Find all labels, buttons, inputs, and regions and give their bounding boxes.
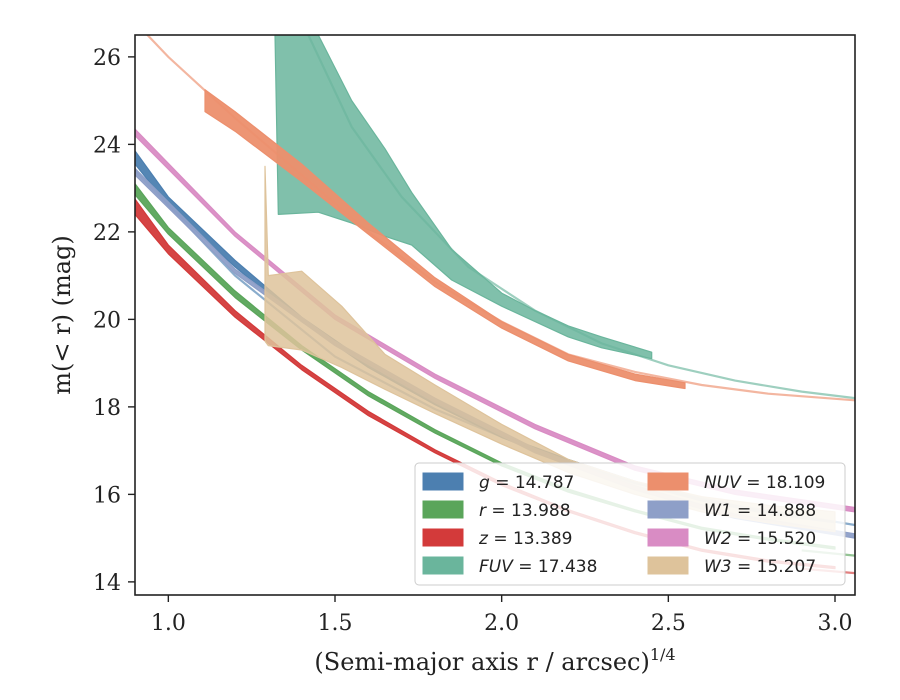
x-axis-label-exponent: 1/4 xyxy=(650,645,676,664)
x-tick-label: 2.0 xyxy=(484,611,519,636)
model-curve-nuv xyxy=(145,35,855,402)
y-tick-label: 20 xyxy=(93,308,121,333)
y-tick-label: 22 xyxy=(93,221,121,246)
y-tick-label: 14 xyxy=(93,571,121,596)
legend-label-variable: FUV xyxy=(479,557,514,577)
legend-frame xyxy=(414,462,846,586)
legend-label-value: = 14.787 xyxy=(490,473,575,493)
legend-label-nuv: NUV = 18.109 xyxy=(704,473,825,493)
y-tick-label: 26 xyxy=(93,46,121,71)
legend-swatch-w3 xyxy=(647,556,689,575)
legend-swatch-nuv xyxy=(647,472,689,491)
legend-label-value: = 15.207 xyxy=(732,557,817,577)
y-tick-label: 16 xyxy=(93,483,121,508)
legend-label-variable: g xyxy=(479,473,490,493)
legend-label-variable: W2 xyxy=(704,529,732,549)
legend-label-g: g = 14.787 xyxy=(479,473,574,493)
x-axis: 1.0 1.5 2.0 2.5 3.0 xyxy=(151,595,853,636)
legend-swatch-w2 xyxy=(647,528,689,547)
y-axis-label: m(< r) (mag) xyxy=(48,235,76,394)
legend-label-value: = 17.438 xyxy=(513,557,598,577)
legend-label-w1: W1 = 14.888 xyxy=(704,501,816,521)
legend-swatch-w1 xyxy=(647,500,689,519)
legend-swatch-g xyxy=(422,472,464,491)
legend-label-value: = 14.888 xyxy=(732,501,817,521)
legend-label-value: = 15.520 xyxy=(732,529,817,549)
y-tick-label: 24 xyxy=(93,133,121,158)
legend-label-w2: W2 = 15.520 xyxy=(704,529,816,549)
x-tick-label: 1.5 xyxy=(318,611,353,636)
x-tick-label: 3.0 xyxy=(818,611,853,636)
legend-label-value: = 18.109 xyxy=(741,473,826,493)
profile-band-nuv xyxy=(204,89,686,390)
x-axis-label-main: (Semi-major axis r / arcsec) xyxy=(314,648,649,676)
legend-label-z: z = 13.389 xyxy=(478,529,572,549)
legend-label-variable: r xyxy=(479,501,487,521)
legend-label-value: = 13.988 xyxy=(486,501,571,521)
legend-label-value: = 13.389 xyxy=(488,529,573,549)
y-tick-label: 18 xyxy=(93,396,121,421)
legend-label-variable: W1 xyxy=(704,501,732,521)
legend-label-variable: NUV xyxy=(704,473,742,493)
legend-swatch-fuv xyxy=(422,556,464,575)
y-axis: 14 16 18 20 22 24 26 xyxy=(93,46,135,596)
legend-label-fuv: FUV = 17.438 xyxy=(479,557,597,577)
x-tick-label: 1.0 xyxy=(151,611,186,636)
x-tick-label: 2.5 xyxy=(651,611,686,636)
legend-swatch-r xyxy=(422,500,464,519)
x-axis-label: (Semi-major axis r / arcsec)1/4 xyxy=(314,645,675,676)
legend-swatch-z xyxy=(422,528,464,547)
legend-label-r: r = 13.988 xyxy=(479,501,571,521)
plot-frame xyxy=(134,34,856,596)
legend-label-w3: W3 = 15.207 xyxy=(704,557,816,577)
legend-label-variable: W3 xyxy=(704,557,732,577)
legend-label-variable: z xyxy=(478,529,489,549)
